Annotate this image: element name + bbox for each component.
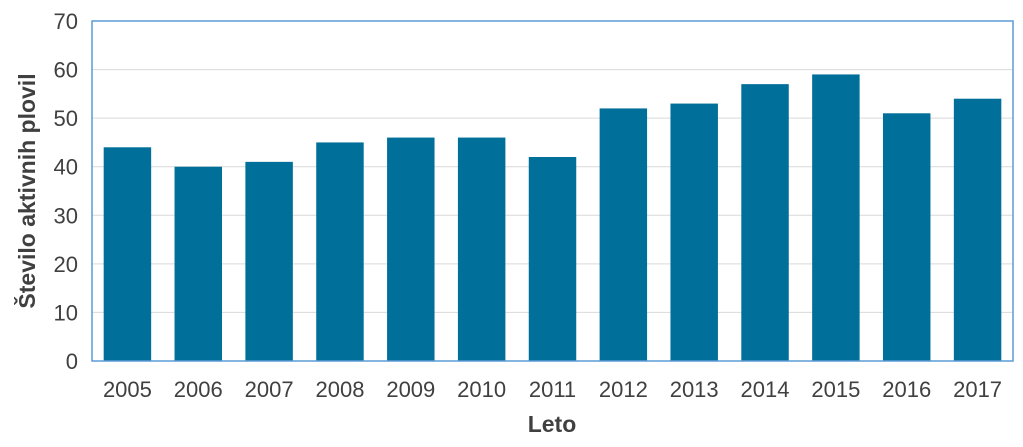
- bar-2009: [387, 137, 435, 361]
- x-tick-label-2005: 2005: [103, 377, 152, 402]
- x-axis-title: Leto: [528, 411, 577, 437]
- x-tick-labels: 2005 2006 2007 2008 2009 2010 2011 2012 2013 2014…: [103, 377, 1002, 402]
- y-tick-label: 50: [54, 106, 78, 131]
- x-tick-label-2012: 2012: [599, 377, 648, 402]
- y-tick-label: 60: [54, 58, 78, 83]
- bar-2011: [528, 157, 577, 361]
- x-tick-label-2006: 2006: [174, 377, 223, 402]
- y-tick-label: 40: [54, 155, 78, 180]
- bar-2008: [316, 142, 364, 361]
- x-tick-label-2014: 2014: [741, 377, 790, 402]
- bar-2012: [599, 108, 648, 361]
- bar-2010: [457, 137, 506, 361]
- y-tick-label: 10: [54, 300, 78, 325]
- bar-2005: [103, 147, 152, 361]
- bar-2016: [882, 113, 931, 362]
- x-tick-label-2010: 2010: [457, 377, 506, 402]
- x-tick-label-2009: 2009: [386, 377, 435, 402]
- x-tick-label-2017: 2017: [953, 377, 1002, 402]
- y-tick-label: 20: [54, 252, 78, 277]
- plot-frame: [91, 20, 1014, 362]
- bar-2015: [812, 74, 860, 361]
- bar-2014: [741, 84, 789, 362]
- bar-2017: [953, 98, 1002, 361]
- x-tick-label-2013: 2013: [670, 377, 719, 402]
- y-tick-label: 70: [54, 9, 78, 34]
- x-tick-label-2011: 2011: [529, 377, 576, 402]
- y-tick-labels: 0 10 20 30 40 50 60 70: [54, 9, 78, 374]
- bar-2013: [670, 103, 718, 362]
- y-axis-title: Število aktivnih plovil: [13, 73, 40, 308]
- x-tick-label-2007: 2007: [245, 377, 294, 402]
- y-tick-label: 30: [54, 203, 78, 228]
- x-tick-label-2015: 2015: [811, 377, 860, 402]
- x-tick-label-2008: 2008: [315, 377, 364, 402]
- x-tick-label-2016: 2016: [882, 377, 931, 402]
- bars: [103, 74, 1002, 362]
- bar-2007: [245, 161, 293, 361]
- y-tick-label: 0: [66, 349, 78, 374]
- bar-2006: [174, 166, 223, 361]
